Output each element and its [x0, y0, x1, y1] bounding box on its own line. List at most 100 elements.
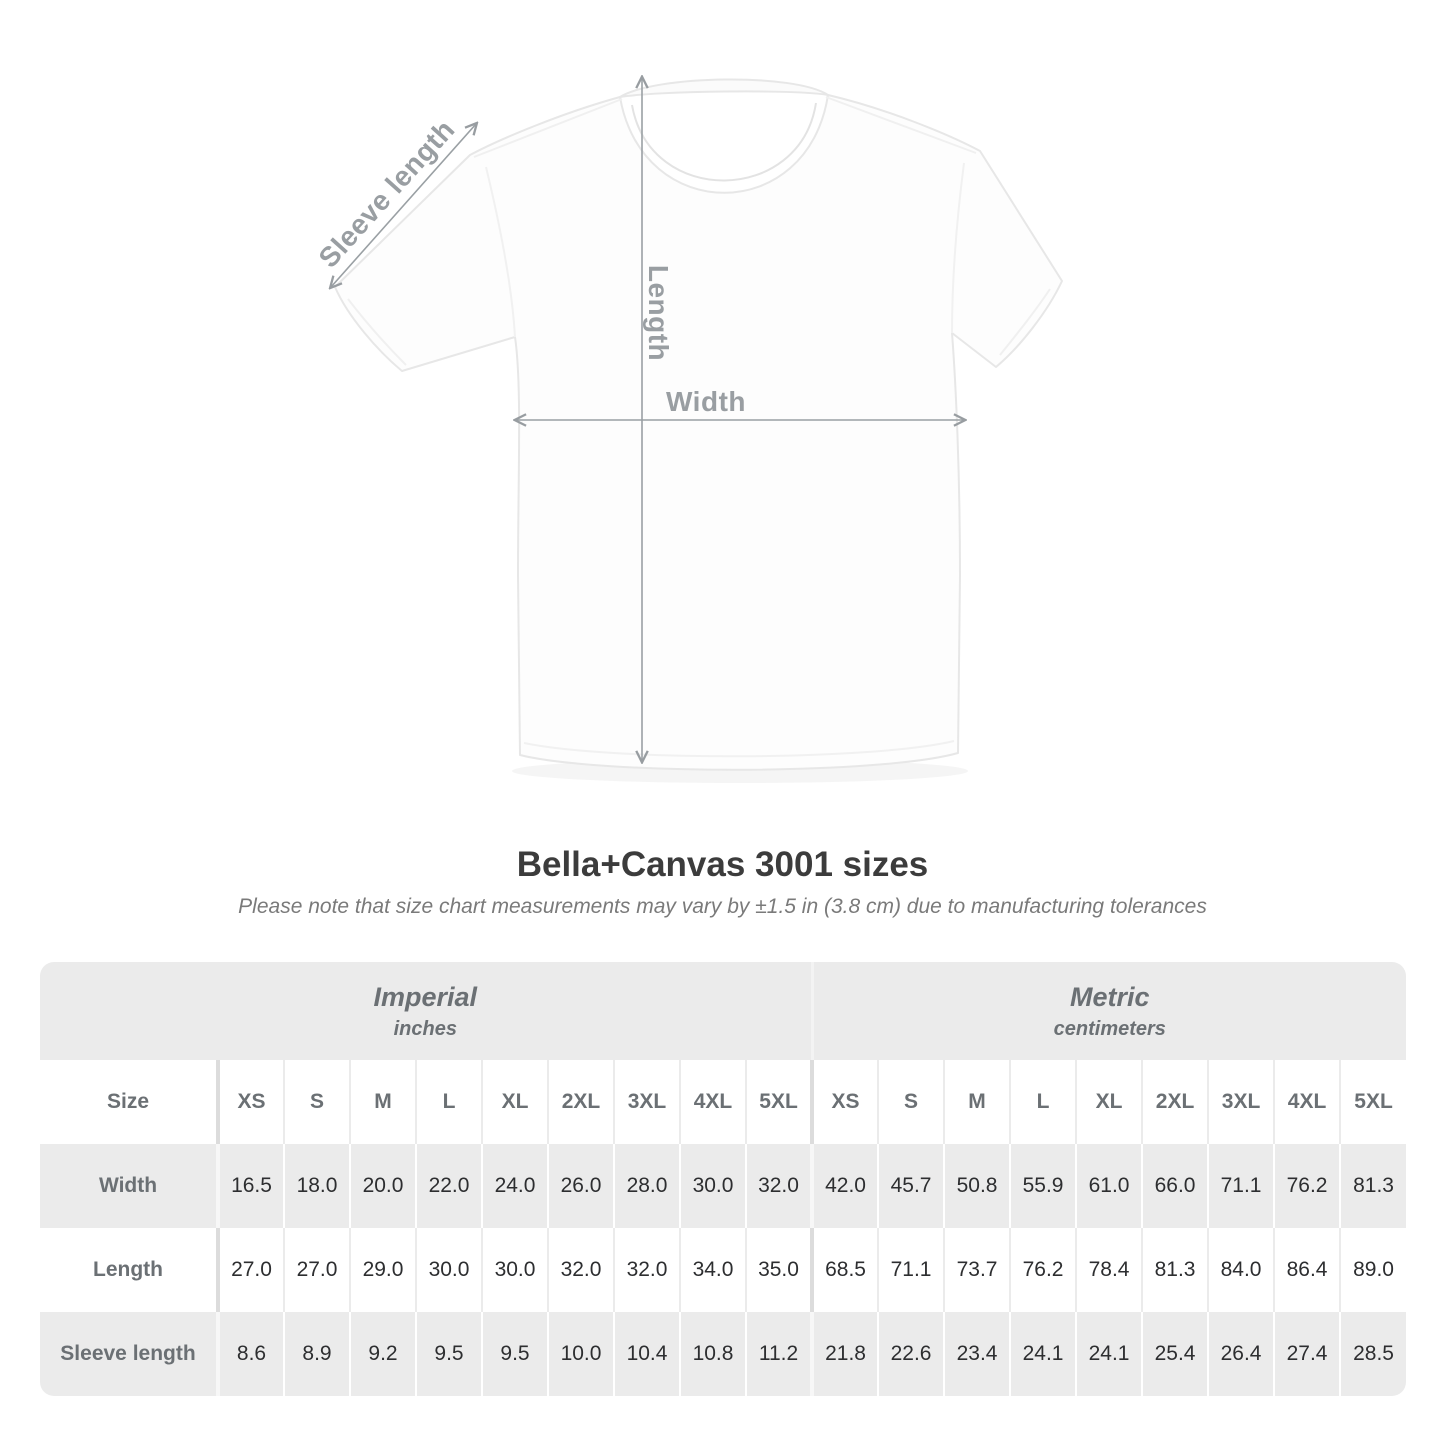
unit-group-header-metric: Metric centimeters: [810, 962, 1406, 1060]
size-column-header-metric: 5XL: [1339, 1060, 1406, 1144]
measurement-value-imperial: 34.0: [679, 1228, 746, 1312]
measurement-value-metric: 73.7: [943, 1228, 1011, 1312]
size-column-header-metric: S: [877, 1060, 945, 1144]
measurement-value-imperial: 30.0: [415, 1228, 482, 1312]
row-label: Width: [40, 1144, 218, 1228]
imperial-label: Imperial: [373, 981, 478, 1012]
unit-group-header-row: Imperial inches Metric centimeters: [40, 962, 1406, 1060]
tshirt-image: [290, 55, 1063, 783]
measurement-row: Length 27.0 27.0 29.0 30.0 30.0 32.0 32.0 34.0 35…: [40, 1228, 1406, 1312]
measurement-value-metric: 89.0: [1339, 1228, 1406, 1312]
measurement-value-metric: 55.9: [1009, 1144, 1077, 1228]
measurement-value-metric: 78.4: [1075, 1228, 1143, 1312]
metric-label: Metric: [1070, 981, 1150, 1012]
measurement-value-imperial: 35.0: [744, 1228, 813, 1312]
measurement-value-imperial: 30.0: [679, 1144, 746, 1228]
measurement-value-metric: 61.0: [1075, 1144, 1143, 1228]
shirt-shoulder-seams: [473, 96, 977, 158]
measurement-value-imperial: 18.0: [283, 1144, 350, 1228]
measurement-value-imperial: 11.2: [744, 1312, 813, 1396]
imperial-unit: inches: [393, 1017, 457, 1040]
measurement-value-metric: 71.1: [877, 1228, 945, 1312]
size-column-header-metric: XS: [810, 1060, 879, 1144]
measurement-value-metric: 45.7: [877, 1144, 945, 1228]
measurement-value-metric: 22.6: [877, 1312, 945, 1396]
size-column-header-imperial: XS: [216, 1060, 284, 1144]
measurement-value-metric: 81.3: [1339, 1144, 1406, 1228]
measurement-value-metric: 24.1: [1075, 1312, 1143, 1396]
width-label: Width: [666, 386, 746, 417]
measurement-value-metric: 86.4: [1273, 1228, 1341, 1312]
measurement-value-imperial: 20.0: [349, 1144, 416, 1228]
size-table: Imperial inches Metric centimeters Size …: [40, 962, 1406, 1396]
shirt-cuff-seams: [347, 288, 1051, 366]
measurement-value-metric: 26.4: [1207, 1312, 1275, 1396]
measurement-value-metric: 23.4: [943, 1312, 1011, 1396]
metric-unit: centimeters: [1053, 1017, 1166, 1040]
measurement-value-imperial: 16.5: [216, 1144, 284, 1228]
size-column-header-imperial: 3XL: [613, 1060, 680, 1144]
size-header-row: Size XS S M L XL 2XL 3XL 4XL 5XL XS S M L XL 2XL 3XL 4XL…: [40, 1060, 1406, 1144]
corner-label: Size: [40, 1060, 218, 1144]
measurement-value-imperial: 9.2: [349, 1312, 416, 1396]
size-column-header-imperial: 5XL: [744, 1060, 813, 1144]
measurement-value-imperial: 9.5: [481, 1312, 548, 1396]
size-column-header-imperial: S: [283, 1060, 350, 1144]
measurement-value-metric: 71.1: [1207, 1144, 1275, 1228]
measurement-value-imperial: 27.0: [283, 1228, 350, 1312]
measurement-value-metric: 76.2: [1009, 1228, 1077, 1312]
measurement-value-imperial: 8.9: [283, 1312, 350, 1396]
measurement-value-metric: 24.1: [1009, 1312, 1077, 1396]
length-label: Length: [643, 264, 674, 362]
measurement-value-imperial: 9.5: [415, 1312, 482, 1396]
unit-group-header-imperial: Imperial inches: [40, 962, 813, 1060]
measurement-value-imperial: 8.6: [216, 1312, 284, 1396]
measurement-value-metric: 84.0: [1207, 1228, 1275, 1312]
measurement-value-metric: 81.3: [1141, 1228, 1209, 1312]
measurement-value-imperial: 10.0: [547, 1312, 614, 1396]
measurement-value-metric: 25.4: [1141, 1312, 1209, 1396]
measurement-row: Width 16.5 18.0 20.0 22.0 24.0 26.0 28.0 30.0 32.…: [40, 1144, 1406, 1228]
size-column-header-imperial: 2XL: [547, 1060, 614, 1144]
measurement-value-imperial: 32.0: [744, 1144, 813, 1228]
measurement-value-imperial: 30.0: [481, 1228, 548, 1312]
size-column-header-metric: 4XL: [1273, 1060, 1341, 1144]
size-column-header-metric: XL: [1075, 1060, 1143, 1144]
measurement-row: Sleeve length 8.6 8.9 9.2 9.5 9.5 10.0 10.4 10.8…: [40, 1312, 1406, 1396]
size-column-header-imperial: M: [349, 1060, 416, 1144]
measurement-value-imperial: 27.0: [216, 1228, 284, 1312]
row-label: Length: [40, 1228, 218, 1312]
size-column-header-metric: M: [943, 1060, 1011, 1144]
measurement-value-imperial: 10.8: [679, 1312, 746, 1396]
shirt-body: [334, 94, 1063, 771]
measurement-value-imperial: 10.4: [613, 1312, 680, 1396]
shirt-back-collar: [619, 78, 829, 98]
measurement-value-metric: 42.0: [810, 1144, 879, 1228]
measurement-value-metric: 27.4: [1273, 1312, 1341, 1396]
measurement-value-metric: 68.5: [810, 1228, 879, 1312]
measurement-value-imperial: 32.0: [547, 1228, 614, 1312]
measurement-value-metric: 76.2: [1273, 1144, 1341, 1228]
size-column-header-imperial: L: [415, 1060, 482, 1144]
measurement-value-metric: 66.0: [1141, 1144, 1209, 1228]
size-column-header-metric: 2XL: [1141, 1060, 1209, 1144]
measurement-value-metric: 21.8: [810, 1312, 879, 1396]
size-table-container: Imperial inches Metric centimeters Size …: [40, 962, 1406, 1396]
size-column-header-metric: L: [1009, 1060, 1077, 1144]
sleeve-length-arrow: [331, 124, 476, 287]
size-column-header-imperial: XL: [481, 1060, 548, 1144]
measurement-value-imperial: 32.0: [613, 1228, 680, 1312]
measurement-value-imperial: 24.0: [481, 1144, 548, 1228]
shirt-armhole-seams: [485, 162, 965, 338]
measurement-value-metric: 28.5: [1339, 1312, 1406, 1396]
size-column-header-metric: 3XL: [1207, 1060, 1275, 1144]
shirt-hem-seam: [523, 740, 955, 758]
measurement-value-imperial: 26.0: [547, 1144, 614, 1228]
measurement-value-imperial: 29.0: [349, 1228, 416, 1312]
measurement-value-metric: 50.8: [943, 1144, 1011, 1228]
measurement-value-imperial: 22.0: [415, 1144, 482, 1228]
measurement-value-imperial: 28.0: [613, 1144, 680, 1228]
page-title: Bella+Canvas 3001 sizes: [516, 845, 929, 884]
tolerance-note: Please note that size chart measurements…: [238, 895, 1207, 918]
